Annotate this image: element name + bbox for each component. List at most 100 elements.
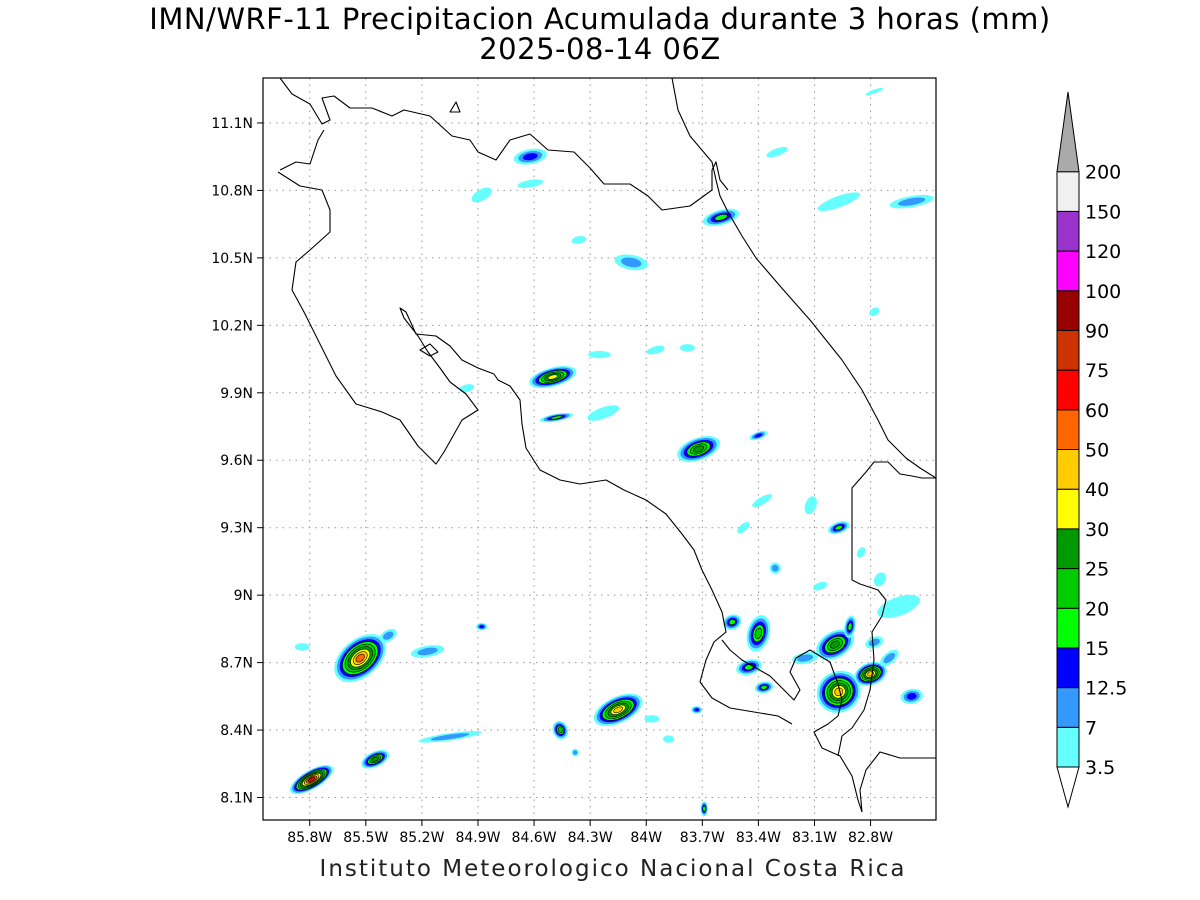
precip-contour-3.5 [294,643,310,651]
precip-cell [677,435,721,463]
precip-contour-3.5 [865,87,884,96]
precip-contour-15 [550,415,563,420]
precip-cell [817,192,860,211]
tick-label-lat: 10.5N [211,251,253,267]
coastline-caribbean [671,78,936,479]
precip-cell [361,750,390,769]
precip-contour-7 [572,750,578,755]
precip-contour-15 [760,685,768,690]
precip-cell [290,764,334,795]
precip-contour-7 [621,257,642,268]
colorbar-label: 30 [1085,519,1109,541]
precip-contour-15 [847,622,853,631]
precip-cell [587,405,620,421]
precip-contour-7 [868,638,880,647]
island-chira [419,343,439,357]
precip-contour-3.5 [517,179,544,189]
border-panama-north [851,461,936,580]
precip-contour-3.5 [766,146,788,158]
colorbar-swatch [1056,568,1080,609]
precip-cell [614,254,648,271]
colorbar-swatch [1056,726,1080,768]
precip-cell [737,522,750,534]
precip-contour-3.5 [812,581,828,591]
precip-cell [593,693,643,727]
colorbar-min-arrow [1056,766,1080,809]
precip-contour-7 [797,654,814,662]
tick-label-lat: 9N [234,588,253,604]
colorbar-label: 20 [1085,598,1109,620]
tick-label-lon: 83.1W [792,830,837,846]
colorbar-max-arrow [1056,91,1080,173]
precip-cell [816,629,855,660]
colorbar-label: 75 [1085,360,1109,382]
precip-contour-3.5 [571,235,587,244]
precip-cell [723,614,742,630]
precip-cell [539,412,574,423]
colorbar-swatch [1056,210,1080,252]
precip-contour-3.5 [752,494,773,508]
axis-ticks: 85.8W 85.5W 85.2W 84.9W 84.6W 84.3W 84W 83.7W 83… [211,116,893,846]
precip-contour-15 [728,619,736,626]
precip-cell [700,801,708,817]
map-title: IMN/WRF-11 Precipitacion Acumulada duran… [149,2,1051,36]
precip-cell [702,208,740,227]
precip-contour-12.5 [522,153,538,161]
precip-contour-15 [702,805,706,812]
precip-contour-3.5 [587,405,620,421]
colorbar-swatch [1056,409,1080,450]
footer-credit: Instituto Meteorologico Nacional Costa R… [319,856,907,882]
border-nicaragua [279,129,325,171]
precip-contour-12.5 [754,433,763,438]
tick-label-lon: 85.5W [343,830,388,846]
precip-cell [588,350,611,359]
precip-contour-3.5 [588,350,611,359]
colorbar-label: 40 [1085,479,1109,501]
precip-cell [679,344,695,352]
precip-cell [736,659,762,676]
colorbar-label: 60 [1085,400,1109,422]
colorbar-swatch [1056,647,1080,689]
tick-label-lon: 84W [630,830,662,846]
precip-contour-20 [754,627,763,639]
precip-contour-15 [834,525,843,531]
precip-cell [476,622,488,631]
precip-contour-50 [355,653,365,663]
precip-contour-20 [557,727,563,733]
tick-label-lat: 9.9N [220,386,253,402]
colorbar-swatch [1056,369,1080,411]
precip-cell [792,652,819,665]
precip-contour-3.5 [663,735,675,743]
precip-cell [334,634,387,683]
tick-label-lon: 83.4W [736,830,781,846]
precip-cell [865,636,884,649]
precipitation-field [290,87,934,817]
colorbar-label: 25 [1085,559,1109,581]
precip-contour-12.5 [906,692,917,700]
tick-label-lon: 84.3W [568,830,613,846]
border-panama [859,751,936,813]
precip-contour-7 [771,564,779,572]
precip-cell [865,87,884,96]
precip-cell [459,384,475,393]
precip-cell [571,748,579,757]
colorbar-label: 90 [1085,320,1109,342]
colorbar-swatch [1056,290,1080,331]
precip-contour-7 [382,631,394,640]
precip-cell [379,628,397,643]
map-subtitle: 2025-08-14 06Z [479,32,721,66]
precip-cell [410,645,445,658]
precip-cell [816,670,861,713]
tick-label-lat: 8.7N [220,656,253,672]
precip-cell [812,581,828,591]
precip-cell [869,307,880,317]
tick-label-lat: 9.6N [220,453,253,469]
plot-frame [262,77,937,821]
precip-contour-3.5 [877,594,920,619]
precip-contour-15 [714,214,728,221]
precip-cell [879,649,899,667]
precip-cell [471,187,492,203]
precip-cell [552,720,568,740]
precip-cell [571,235,587,244]
